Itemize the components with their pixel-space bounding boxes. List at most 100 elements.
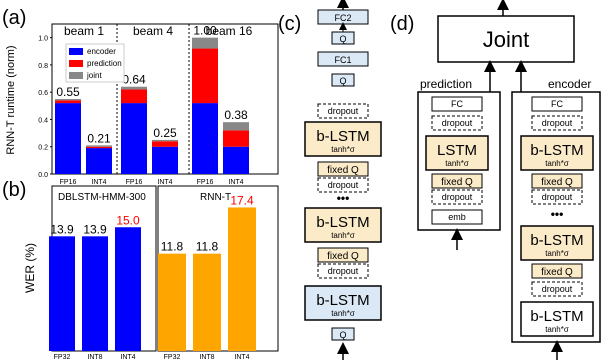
chart-b-value-label: 17.4 [230, 193, 254, 207]
chart-a-total-label: 1.00 [193, 24, 217, 38]
chart-b-value-label: 13.9 [83, 222, 107, 236]
chart-b-ylabel: WER (%) [23, 243, 37, 293]
legend-label-joint: joint [86, 71, 102, 80]
chart-b-left-title: DBLSTM-HMM-300 [58, 192, 146, 203]
chart-b: WER (%) DBLSTM-HMM-300 RNN-T 13.9 FP32 13.… [23, 185, 279, 361]
d-pred-dropout-block [431, 189, 483, 205]
chart-a-bar-prediction [192, 48, 218, 104]
chart-a-ytick-label: 0.0 [38, 172, 48, 179]
d-enc-dropout-label: dropout [542, 118, 573, 128]
chart-a-bar-joint [121, 86, 147, 90]
chart-a-xtick-label: FP16 [197, 179, 214, 186]
chart-b-xtick-label: FP32 [54, 354, 71, 361]
d-pred-dropout-block [431, 115, 483, 131]
c-fixedq-label: fixed Q [327, 165, 359, 176]
d-enc-dropout-block [531, 189, 583, 205]
d-pred-dropout-label: dropout [442, 192, 473, 202]
c-blstm-block [304, 121, 382, 157]
chart-a-bar-encoder [121, 103, 147, 174]
c-blstm-activation: tanh*σ [331, 145, 355, 154]
d-enc-fc-label: FC [551, 99, 563, 109]
d-pred-fc-block [431, 96, 483, 112]
d-pred-dropout-label: dropout [442, 118, 473, 128]
chart-a-ytick-label: 1.0 [38, 36, 48, 43]
c-q-label: Q [339, 330, 346, 340]
c-dropout-block [317, 103, 369, 119]
chart-a-bar-joint [55, 99, 81, 101]
c-fixedq-label: fixed Q [327, 251, 359, 262]
chart-b-value-label: 11.8 [196, 240, 219, 254]
legend-swatch-prediction [69, 60, 83, 67]
chart-a-bar-encoder [152, 146, 178, 174]
c-dropout-label: dropout [328, 180, 359, 190]
chart-a-ytick-label: 0.8 [38, 63, 48, 70]
chart-a-ytick-label: 0.4 [38, 117, 48, 124]
d-enc-blstm-activation: tanh*σ [545, 159, 569, 168]
chart-b-value-label: 15.0 [116, 213, 140, 227]
c-q-label: Q [339, 76, 346, 86]
c-blstm-block [304, 285, 382, 321]
chart-a-group-title: beam 16 [206, 24, 253, 38]
chart-a-bar-encoder [55, 103, 81, 174]
c-blstm-label: b-LSTM [316, 214, 369, 231]
d-pred-emb-label: emb [448, 212, 466, 222]
chart-a-bar-encoder [223, 146, 249, 174]
c-blstm-label: b-LSTM [316, 292, 369, 309]
d-enc-dropout-block [531, 281, 583, 297]
c-fixedq-block [317, 161, 369, 177]
d-enc-blstm-block [520, 301, 594, 337]
c-blstm-activation: tanh*σ [331, 231, 355, 240]
d-enc-dropout-label: dropout [542, 284, 573, 294]
panel-label-b: (b) [2, 179, 26, 201]
chart-a-bar-prediction [152, 141, 178, 147]
c-dropout-block [317, 263, 369, 279]
d-enc-fixedq-block [531, 263, 583, 279]
chart-a-bar-joint [192, 37, 218, 49]
c-dropout-block [317, 177, 369, 193]
d-joint-block [437, 15, 575, 63]
chart-a-xtick-label: INT4 [228, 179, 243, 186]
chart-a-ytick-label: 0.6 [38, 90, 48, 97]
chart-b-xtick-label: INT4 [120, 354, 135, 361]
d-enc-blstm-block [520, 135, 594, 171]
chart-b-bar-rnnt [193, 253, 221, 351]
chart-a-group-title: beam 1 [64, 24, 104, 38]
chart-b-value-label: 11.8 [161, 240, 184, 254]
d-enc-fixedq-label: fixed Q [541, 267, 573, 278]
chart-b-xtick-label: FP32 [164, 354, 181, 361]
chart-b-right-title: RNN-T [200, 192, 231, 203]
chart-a-total-label: 0.55 [56, 85, 80, 99]
chart-a-xtick-label: INT4 [157, 179, 172, 186]
c-dropout-label: dropout [328, 106, 359, 116]
chart-a-bar-joint [223, 122, 249, 131]
chart-b-bar-dblstm [82, 236, 108, 351]
c-fc1-label: FC1 [334, 55, 351, 65]
d-enc-blstm-activation: tanh*σ [545, 249, 569, 258]
legend-label-prediction: prediction [87, 59, 122, 68]
chart-b-bar-dblstm [49, 236, 75, 351]
d-enc-blstm-activation: tanh*σ [545, 325, 569, 334]
c-dropout-label: dropout [328, 266, 359, 276]
d-enc-blstm-label: b-LSTM [530, 142, 583, 159]
chart-a-bar-prediction [55, 100, 81, 104]
d-encoder-box [511, 91, 601, 343]
chart-b-bar-rnnt [228, 207, 256, 351]
legend-label-encoder: encoder [87, 47, 116, 56]
chart-a-total-label: 0.38 [224, 108, 248, 122]
c-q-label: Q [339, 34, 346, 44]
d-enc-dropout-block [531, 115, 583, 131]
d-enc-blstm-label: b-LSTM [530, 232, 583, 249]
d-enc-blstm-label: b-LSTM [530, 308, 583, 325]
c-fixedq-block [317, 247, 369, 263]
legend-swatch-encoder [69, 48, 83, 55]
chart-a-xtick-label: FP16 [60, 179, 77, 186]
chart-a-bar-joint [152, 139, 178, 142]
c-fc1-block [317, 51, 369, 67]
chart-a-bar-encoder [86, 148, 112, 174]
panel-label-c: (c) [278, 13, 301, 35]
d-enc-ellipsis: ••• [551, 207, 564, 221]
chart-a-xtick-label: INT4 [91, 179, 106, 186]
chart-a-total-label: 0.21 [87, 131, 111, 145]
legend-swatch-joint [69, 72, 83, 79]
chart-b-xtick-label: INT8 [199, 354, 214, 361]
